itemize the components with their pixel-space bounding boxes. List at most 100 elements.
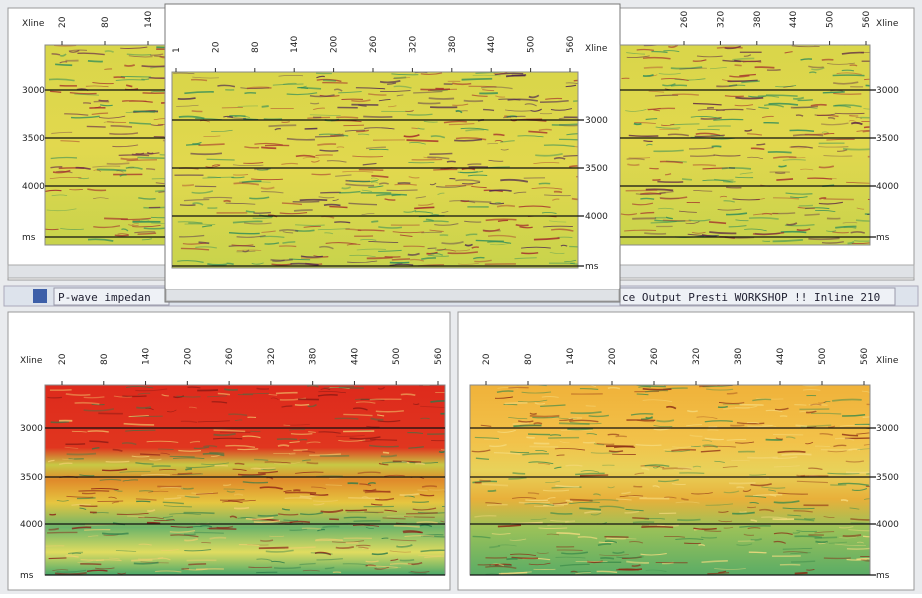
x-tick-label: 20 — [482, 353, 492, 365]
x-tick-label: 560 — [566, 36, 576, 53]
y-tick-label: 3500 — [876, 473, 899, 483]
reflector — [363, 117, 392, 118]
reflector — [554, 192, 562, 193]
reflector — [371, 221, 378, 222]
x-tick-label: 200 — [608, 348, 618, 365]
reflector — [80, 564, 101, 565]
x-tick-label: 200 — [330, 36, 340, 53]
reflector — [256, 572, 277, 573]
reflector — [295, 225, 325, 226]
reflector — [365, 492, 391, 493]
reflector — [285, 492, 316, 493]
reflector — [336, 117, 358, 118]
reflector — [147, 523, 160, 524]
reflector — [400, 560, 414, 561]
reflector — [478, 564, 499, 565]
reflector — [184, 513, 215, 514]
reflector — [278, 445, 289, 446]
x-tick-label: 500 — [818, 348, 828, 365]
reflector — [708, 126, 731, 127]
reflector — [383, 452, 389, 453]
reflector — [490, 203, 504, 204]
reflector — [467, 164, 481, 165]
reflector — [521, 253, 538, 254]
popup-scrollbar[interactable] — [166, 289, 619, 301]
reflector — [107, 163, 130, 164]
y-tick-label: 4000 — [22, 182, 45, 192]
reflector — [188, 564, 206, 565]
reflector — [136, 407, 151, 408]
reflector — [261, 147, 276, 148]
reflector — [722, 168, 751, 169]
reflector — [345, 510, 367, 511]
x-tick-label: 260 — [680, 11, 690, 28]
x-tick-label: 320 — [267, 348, 277, 365]
reflector — [178, 451, 201, 452]
reflector — [247, 87, 272, 88]
reflector — [567, 429, 593, 430]
reflector — [609, 451, 623, 452]
reflector — [811, 413, 841, 414]
reflector — [254, 169, 268, 170]
reflector — [735, 98, 763, 99]
reflector — [539, 183, 550, 184]
x-tick-label: 140 — [566, 348, 576, 365]
axis-label: Xline — [876, 356, 899, 366]
reflector — [534, 423, 542, 424]
reflector — [268, 125, 296, 126]
x-tick-label: 380 — [734, 348, 744, 365]
reflector — [348, 498, 379, 499]
x-tick-label: 320 — [408, 36, 418, 53]
reflector — [640, 198, 654, 199]
reflector — [290, 522, 310, 523]
reflector — [717, 47, 743, 48]
reflector — [755, 67, 775, 68]
reflector — [207, 159, 235, 160]
reflector — [324, 205, 341, 206]
reflector — [652, 180, 660, 181]
reflector — [124, 65, 134, 66]
reflector — [258, 515, 278, 516]
x-tick-label: 440 — [487, 36, 497, 53]
y-tick-label: 3500 — [20, 473, 43, 483]
reflector — [186, 144, 200, 145]
reflector — [177, 496, 200, 497]
reflector — [729, 483, 756, 484]
reflector — [239, 182, 270, 183]
reflector — [644, 67, 663, 68]
reflector — [804, 214, 819, 215]
reflector — [833, 75, 865, 76]
reflector — [87, 126, 106, 127]
reflector — [392, 259, 410, 260]
reflector — [185, 469, 192, 470]
reflector — [626, 190, 658, 191]
reflector — [526, 437, 534, 438]
reflector — [77, 498, 96, 499]
x-tick-label: 560 — [860, 348, 870, 365]
reflector — [557, 455, 565, 456]
x-tick-label: 80 — [100, 353, 110, 365]
reflector — [178, 473, 192, 474]
reflector — [106, 461, 130, 462]
reflector — [629, 135, 659, 136]
reflector — [411, 128, 417, 129]
reflector — [367, 258, 393, 259]
reflector — [329, 207, 347, 208]
reflector — [570, 500, 593, 501]
reflector — [809, 72, 816, 73]
reflector — [729, 85, 745, 86]
reflector — [271, 264, 291, 265]
reflector — [102, 533, 128, 534]
x-tick-label: 260 — [369, 36, 379, 53]
reflector — [307, 463, 319, 464]
seismic-image — [620, 44, 894, 245]
reflector — [798, 100, 813, 101]
reflector — [415, 463, 425, 464]
reflector — [294, 210, 313, 211]
reflector — [657, 182, 683, 183]
reflector — [210, 538, 226, 539]
pause-button[interactable] — [33, 289, 47, 303]
reflector — [505, 403, 528, 404]
x-tick-label: 380 — [309, 348, 319, 365]
reflector — [677, 520, 700, 521]
